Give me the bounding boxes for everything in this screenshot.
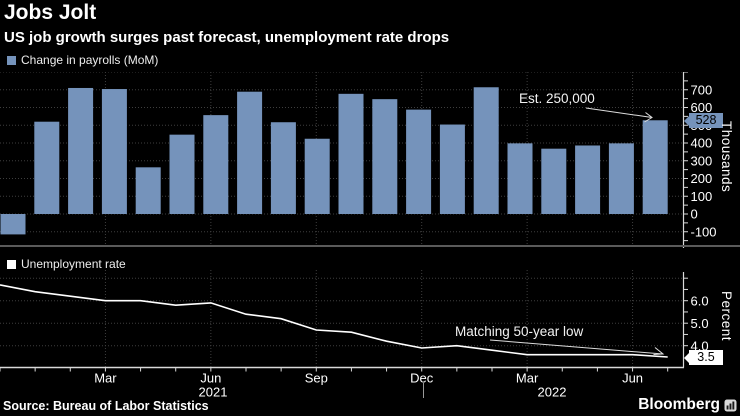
payroll-bar <box>304 138 330 214</box>
unemployment-axis-unit-label: Percent <box>719 291 734 342</box>
unemployment-legend: Unemployment rate <box>7 257 126 271</box>
payroll-bar <box>68 87 94 214</box>
y-tick-label: 700 <box>691 82 713 97</box>
y-tick-label: 5.0 <box>691 316 709 331</box>
x-month-label: Jun <box>200 371 221 386</box>
bloomberg-brand: Bloomberg <box>638 396 737 414</box>
payroll-bar <box>338 93 364 214</box>
y-tick-label: 300 <box>691 153 713 168</box>
payroll-bar <box>101 89 127 214</box>
unemployment-current-value-badge: 3.5 <box>684 350 723 365</box>
y-tick-label: 200 <box>691 171 713 186</box>
payrolls-legend: Change in payrolls (MoM) <box>7 53 158 67</box>
y-tick-label: 100 <box>691 189 713 204</box>
payroll-bar <box>34 121 60 214</box>
payroll-bar <box>372 99 398 214</box>
y-tick-label: 600 <box>691 100 713 115</box>
chart-subtitle: US job growth surges past forecast, unem… <box>4 29 450 46</box>
y-tick-label: 4.0 <box>691 338 709 353</box>
x-year-label: 2022 <box>538 385 567 400</box>
payrolls-axis-unit-label: Thousands <box>719 121 734 193</box>
y-tick-label: 0 <box>691 207 698 222</box>
payroll-bar <box>237 91 263 214</box>
unemployment-line <box>0 284 668 358</box>
payrolls-legend-label: Change in payrolls (MoM) <box>21 53 159 67</box>
y-tick-label: -100 <box>691 224 717 239</box>
x-month-label: Mar <box>94 371 117 386</box>
x-year-label: 2021 <box>199 385 228 400</box>
y-tick-label: 6.0 <box>691 293 709 308</box>
payroll-bar <box>135 167 161 214</box>
bloomberg-logo-icon <box>724 399 737 412</box>
payroll-bar <box>575 145 601 214</box>
chart-title: Jobs Jolt <box>4 1 97 24</box>
x-month-label: Dec <box>410 371 434 386</box>
payroll-bar <box>169 134 195 214</box>
unemployment-legend-label: Unemployment rate <box>21 257 126 271</box>
payroll-bar <box>473 87 499 214</box>
payrolls-legend-swatch-icon <box>7 55 16 65</box>
payroll-bar <box>406 109 432 214</box>
x-month-label: Sep <box>305 371 328 386</box>
panel-divider <box>0 245 740 247</box>
unemployment-legend-swatch-icon <box>7 259 16 269</box>
payrolls-bar-chart: 7006005004003002001000-100 <box>0 72 717 248</box>
payroll-bar <box>507 143 533 214</box>
payroll-bar <box>608 143 634 214</box>
unemployment-low-annotation: Matching 50-year low <box>455 324 584 339</box>
y-tick-label: 400 <box>691 136 713 151</box>
payroll-bar <box>0 214 26 235</box>
x-month-label: Mar <box>516 371 539 386</box>
low-annotation-arrow <box>489 339 665 355</box>
payrolls-current-value-badge: 528 <box>684 113 723 128</box>
payroll-bar <box>270 122 296 214</box>
payroll-bar <box>203 115 229 214</box>
payroll-bar <box>642 120 668 214</box>
bloomberg-wordmark: Bloomberg <box>638 396 720 413</box>
payroll-bar <box>439 124 465 214</box>
x-month-label: Jun <box>622 371 643 386</box>
estimate-arrow <box>585 107 653 123</box>
source-text: Source: Bureau of Labor Statistics <box>3 399 209 413</box>
payrolls-estimate-annotation: Est. 250,000 <box>519 91 595 106</box>
payroll-bar <box>541 148 567 214</box>
